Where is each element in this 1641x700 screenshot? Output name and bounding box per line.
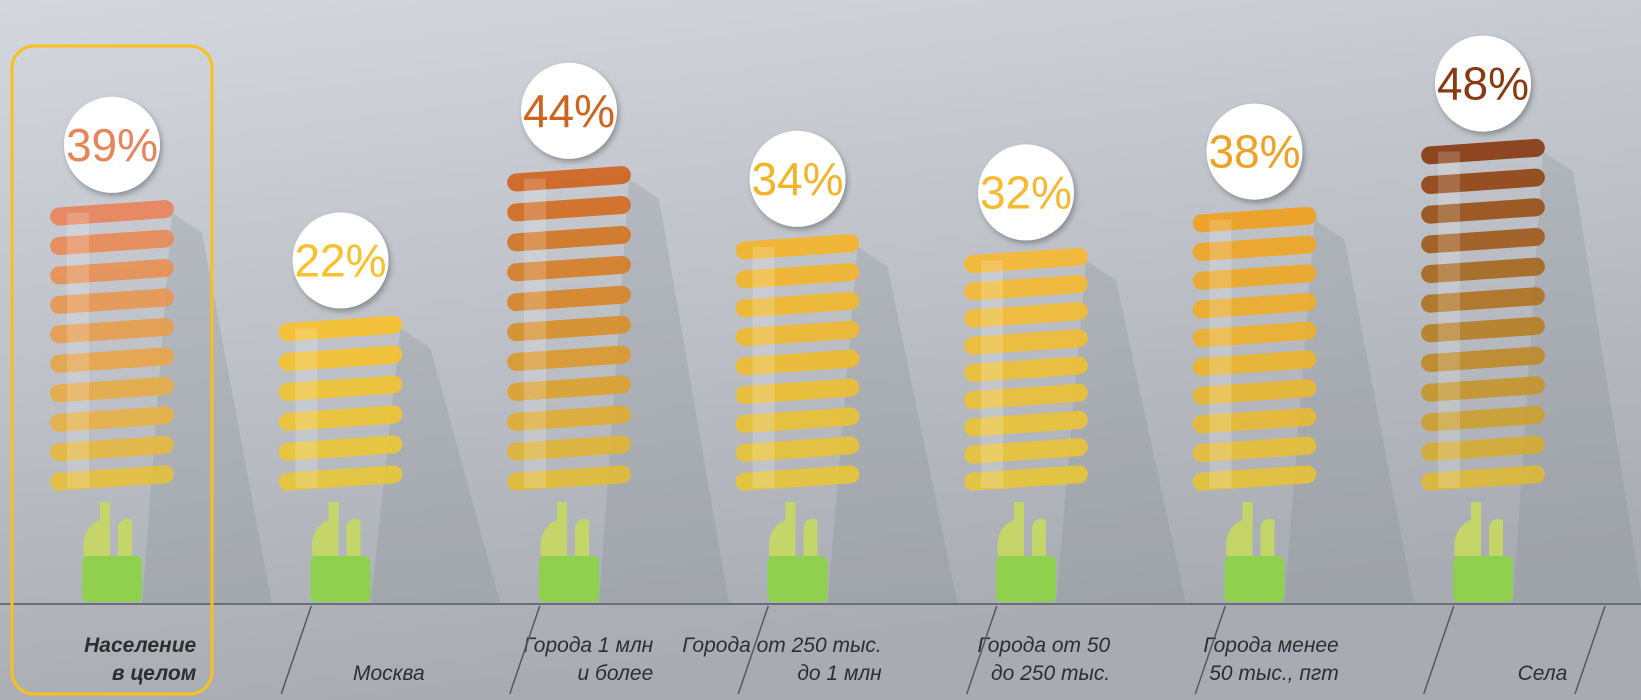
bulb-base	[82, 556, 142, 602]
bulb-glare	[1210, 220, 1232, 488]
bulb-base	[539, 556, 599, 602]
bulb-base	[768, 556, 828, 602]
bulb-glare	[981, 260, 1003, 488]
category-line: Города менее	[1203, 634, 1338, 657]
chart: 39% Население в целом 22% Москва 44% Города 1 …	[0, 0, 1641, 700]
bulb-glare	[296, 328, 318, 488]
bulb-base	[1453, 556, 1513, 602]
bulb-glare	[1438, 152, 1460, 488]
bulb-glare	[524, 179, 546, 488]
bulb-base	[311, 556, 371, 602]
category-line: 50 тыс., пгт	[1209, 662, 1339, 685]
value-label: 38%	[1208, 126, 1300, 178]
value-label: 48%	[1437, 58, 1529, 110]
category-line: до 250 тыс.	[991, 662, 1110, 685]
category-line: Москва	[353, 662, 425, 685]
category-line: Города от 50	[977, 634, 1110, 657]
category-line: Села	[1518, 662, 1568, 685]
value-label: 44%	[523, 85, 615, 137]
category-label: Москва	[353, 662, 425, 685]
category-line: до 1 млн	[797, 662, 882, 685]
category-line: Города от 250 тыс.	[682, 634, 882, 657]
bulb-base	[996, 556, 1056, 602]
category-line: Население	[84, 634, 196, 657]
value-label: 39%	[66, 119, 158, 171]
bulb-glare	[67, 213, 89, 488]
bulb-base	[1225, 556, 1285, 602]
bulb-glare	[753, 247, 775, 488]
category-line: в целом	[112, 662, 197, 685]
value-label: 22%	[294, 234, 386, 286]
category-line: и более	[578, 662, 654, 685]
value-label: 34%	[751, 153, 843, 205]
category-label: Села	[1518, 662, 1568, 685]
category-line: Города 1 млн	[524, 634, 654, 657]
value-label: 32%	[980, 166, 1072, 218]
